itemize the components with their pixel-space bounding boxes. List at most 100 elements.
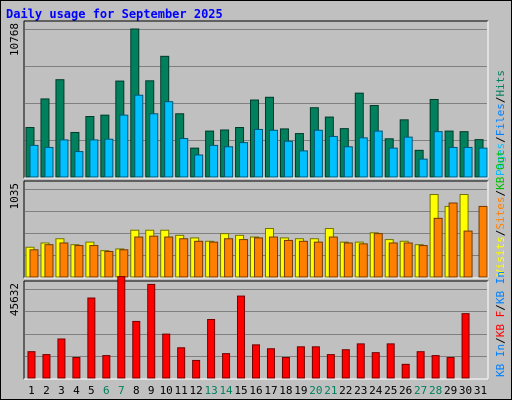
legend-entry: KB In — [494, 344, 507, 377]
bar-pages — [59, 139, 69, 178]
x-tick-label: 28 — [429, 384, 442, 397]
bar-pages — [388, 147, 398, 178]
bar-pages — [268, 129, 278, 178]
bar-pages — [149, 113, 159, 178]
x-tick-label: 29 — [444, 384, 457, 397]
bar-sites — [448, 202, 458, 278]
bar-kb-f — [341, 349, 350, 379]
bar-sites — [194, 240, 204, 278]
bar-sites — [104, 250, 114, 278]
bar-pages — [119, 114, 129, 178]
bar-sites — [313, 241, 323, 278]
x-tick-label: 21 — [324, 384, 337, 397]
bar-pages — [283, 140, 293, 178]
bar-kb-f — [281, 357, 290, 379]
x-tick-label: 30 — [459, 384, 472, 397]
bar-sites — [224, 238, 234, 278]
bar-sites — [328, 236, 338, 278]
legend-entry: KB Out — [494, 150, 507, 190]
bar-kb-f — [266, 348, 275, 379]
bar-sites — [343, 242, 353, 278]
bar-sites — [373, 233, 383, 278]
x-tick-label: 22 — [339, 384, 352, 397]
x-tick-label: 3 — [58, 384, 65, 397]
bar-kb-f — [461, 313, 470, 379]
legend-entry: Hits — [494, 70, 507, 97]
bar-kb-f — [371, 352, 380, 379]
bar-pages — [104, 138, 114, 178]
x-tick-label: 17 — [264, 384, 277, 397]
x-tick-label: 7 — [118, 384, 125, 397]
bar-sites — [134, 236, 144, 278]
x-tick-label: 1 — [28, 384, 35, 397]
bar-pages — [74, 151, 84, 178]
bar-sites — [89, 245, 99, 278]
bar-sites — [29, 249, 39, 278]
bar-pages — [328, 135, 338, 178]
bar-kb-f — [42, 354, 51, 379]
legend-entry: Sites — [494, 197, 507, 230]
bar-kb-f — [192, 359, 201, 379]
bar-pages — [463, 146, 473, 178]
bar-pages — [448, 146, 458, 178]
bar-kb-f — [72, 357, 81, 379]
bar-kb-f — [102, 355, 111, 379]
x-tick-label: 26 — [399, 384, 412, 397]
x-tick-label: 25 — [384, 384, 397, 397]
legend-kb: KB In/KB F/KB In — [494, 271, 507, 377]
x-tick-label: 13 — [204, 384, 217, 397]
x-tick-label: 4 — [73, 384, 80, 397]
x-tick-label: 5 — [88, 384, 95, 397]
bar-kb-f — [207, 318, 216, 379]
bar-sites — [164, 236, 174, 278]
bar-kb-f — [132, 320, 141, 379]
x-tick-label: 9 — [148, 384, 155, 397]
legend-entry: KB In — [494, 271, 507, 304]
bar-kb-f — [27, 351, 36, 379]
legend-entry: Pages — [494, 143, 507, 176]
bar-sites — [119, 249, 129, 278]
bar-sites — [298, 240, 308, 278]
bar-kb-f — [117, 276, 126, 379]
legend-entry: Visits — [494, 236, 507, 276]
x-tick-label: 2 — [43, 384, 50, 397]
bar-pages — [478, 147, 488, 178]
bar-pages — [373, 130, 383, 178]
x-tick-label: 24 — [369, 384, 383, 397]
bar-sites — [283, 239, 293, 278]
bar-sites — [403, 242, 413, 278]
chart-title: Daily usage for September 2025 — [6, 7, 223, 21]
x-tick-label: 14 — [219, 384, 233, 397]
bar-kb-f — [147, 283, 156, 379]
x-tick-label: 27 — [414, 384, 427, 397]
x-tick-label: 18 — [279, 384, 292, 397]
x-tick-label: 19 — [294, 384, 307, 397]
bar-pages — [239, 142, 249, 178]
bar-kb-f — [57, 338, 66, 379]
bar-kb-f — [177, 347, 186, 379]
bar-kb-f — [237, 295, 246, 379]
bar-pages — [418, 158, 428, 178]
bar-kb-f — [162, 333, 171, 379]
bar-pages — [224, 146, 234, 178]
bar-pages — [343, 146, 353, 178]
bar-sites — [239, 239, 249, 278]
x-tick-label: 11 — [175, 384, 188, 397]
bar-kb-f — [311, 346, 320, 379]
x-tick-label: 8 — [133, 384, 140, 397]
bar-sites — [433, 217, 443, 278]
bar-kb-f — [326, 354, 335, 379]
bar-pages — [313, 129, 323, 178]
bar-pages — [29, 144, 39, 178]
bar-kb-f — [386, 343, 395, 379]
bar-sites — [463, 230, 473, 278]
y-max-label: 1035 — [8, 183, 21, 210]
bar-pages — [164, 101, 174, 178]
bar-pages — [403, 136, 413, 178]
x-tick-label: 20 — [309, 384, 322, 397]
x-tick-label: 12 — [190, 384, 203, 397]
y-max-label: 45632 — [8, 283, 21, 316]
bar-sites — [149, 235, 159, 278]
legend-visits: Visits/Sites/KB Out — [494, 150, 507, 276]
